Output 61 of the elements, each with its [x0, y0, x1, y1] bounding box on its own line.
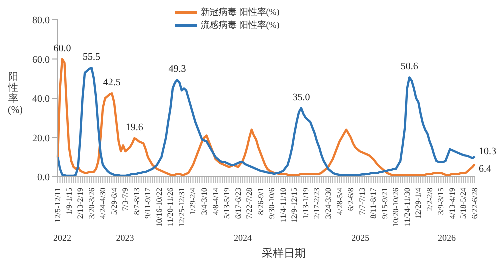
x-tick-label: 9/30-10/6: [268, 188, 277, 220]
data-label: 42.5: [103, 78, 121, 89]
data-label: 6.4: [479, 164, 492, 175]
x-tick-label: 3/24-3/30: [324, 188, 333, 220]
legend-label: 新冠病毒 阳性率(%): [201, 6, 280, 19]
x-tick-label: 5/18-5/24: [459, 188, 468, 220]
x-tick-label: 12/5-12/11: [54, 188, 62, 223]
x-tick-label: 9/15-9/21: [380, 188, 390, 220]
text: 2023: [115, 233, 136, 243]
data-label: 49.3: [168, 64, 186, 76]
x-tick-label: 7/22-7/28: [245, 188, 254, 220]
text: 2024: [232, 233, 253, 243]
x-tick-label: 5/13-5/19: [222, 188, 232, 220]
x-tick-label: 4/13-4/19: [448, 188, 457, 220]
x-tick-label: 2/17-2/23: [312, 188, 322, 220]
text: 2026: [436, 233, 457, 243]
y-tick-label: 60.0: [32, 54, 50, 66]
x-tick-label: 2/13-2/19: [76, 188, 86, 220]
y-tick-label: 40.0: [32, 94, 50, 106]
y-tick-label: 20.0: [32, 133, 50, 144]
data-label: 19.6: [126, 122, 144, 134]
data-label: 35.0: [292, 92, 310, 104]
x-tick-label: 6/2-6/8: [346, 188, 356, 212]
x-tick-label: 11/20-11/26: [166, 188, 176, 227]
data-label: 60.0: [54, 43, 72, 54]
text: 2022: [52, 233, 72, 243]
data-label: 55.5: [83, 52, 101, 64]
x-tick-label: 3/20-3/26: [87, 188, 96, 220]
x-tick-label: 1/9-1/15: [64, 188, 74, 216]
legend-label: 流感病毒 阳性率(%): [201, 19, 280, 32]
x-tick-label: 8/7-8/13: [132, 188, 142, 216]
x-tick-label: 12/29-1/4: [414, 188, 424, 220]
x-tick-label: 2/2-2/8: [425, 188, 434, 212]
x-tick-label: 3/4-3/10: [200, 188, 210, 216]
x-tick-label: 7/7-7/13: [358, 188, 367, 216]
x-tick-label: 3/9-3/15: [436, 188, 446, 216]
data-label: 50.6: [400, 62, 418, 73]
data-label: 10.3: [479, 146, 496, 158]
x-tick-label: 1/29-2/4: [188, 188, 198, 216]
x-tick-label: 1/13-1/19: [301, 188, 310, 220]
x-tick-label: 11/4-11/10: [278, 188, 288, 223]
x-tick-label: 12/9-12/15: [290, 188, 300, 224]
x-tick-label: 4/24-4/30: [98, 188, 108, 220]
x-tick-label: 10/16-10/22: [154, 188, 164, 228]
y-tick-label: 0.0: [38, 172, 50, 184]
x-tick-label: 4/8-4/14: [211, 188, 220, 216]
x-tick-label: 12/25-12/31: [177, 188, 186, 228]
x-tick-label: 8/11-8/17: [369, 188, 378, 219]
x-tick-label: 9/11-9/17: [144, 188, 153, 219]
x-tick-label: 6/17-6/23: [234, 188, 243, 220]
x-tick-label: 7/3-7/9: [121, 188, 130, 212]
x-tick-label: 5/29-6/4: [110, 188, 119, 216]
x-tick-label: 4/28-5/4: [335, 188, 344, 216]
x-axis-title: 采样日期: [262, 247, 306, 261]
text: 2025: [350, 233, 371, 243]
x-tick-label: 11/24-11/30: [402, 188, 412, 227]
x-tick-label: 8/26-9/1: [256, 188, 266, 216]
y-tick-label: 80.0: [32, 16, 50, 27]
x-tick-label: 6/22-6/28: [470, 188, 480, 220]
x-tick-label: 10/20-10/26: [392, 188, 401, 228]
y-axis-title: 阳性率(%): [8, 72, 23, 116]
